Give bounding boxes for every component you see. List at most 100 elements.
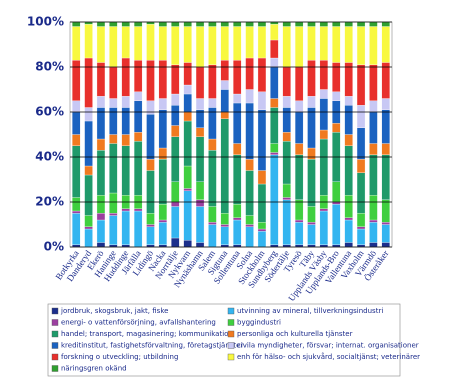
bar-segment	[208, 64, 217, 99]
legend-swatch	[51, 365, 59, 372]
legend-label: enh för hälso- och sjukvård, socialtjäns…	[237, 352, 420, 361]
bar-segment	[133, 21, 143, 27]
bar-segment	[84, 174, 93, 216]
bar-segment	[121, 57, 130, 97]
bar-segment	[158, 159, 168, 205]
bar-segment	[72, 100, 81, 113]
bar-segment	[245, 102, 254, 160]
bar-segment	[344, 134, 353, 146]
bar-segment	[332, 204, 341, 245]
bar-segment	[195, 26, 205, 68]
bar-segment	[245, 224, 254, 227]
bar-segment	[381, 21, 390, 27]
bar-segment	[294, 219, 304, 223]
y-tick-label: 80%	[35, 60, 64, 74]
bar-segment	[233, 217, 242, 221]
bar-segment	[121, 26, 130, 59]
bar-segment	[344, 219, 353, 243]
legend-label: jordbruk, skogsbruk, jakt, fiske	[60, 307, 168, 315]
legend-label: energi- o vattenförsörjning, avfallshant…	[61, 319, 216, 327]
bar-segment	[146, 213, 155, 225]
bar-segment	[183, 240, 192, 248]
bar-segment	[369, 242, 378, 248]
bar-segment	[307, 224, 316, 245]
bar-segment	[233, 219, 242, 245]
bar-segment	[381, 109, 390, 144]
bar-segment	[270, 143, 279, 153]
bar-segment	[356, 26, 366, 65]
bar-segment	[369, 219, 378, 223]
legend-swatch	[51, 353, 59, 361]
bar-segment	[158, 204, 168, 221]
bar-segment	[257, 228, 267, 232]
bar-segment	[158, 222, 168, 245]
bar-segment	[356, 105, 366, 128]
bar-segment	[158, 147, 168, 160]
bar-segment	[183, 62, 192, 86]
bar-segment	[158, 60, 168, 99]
bar-segment	[96, 219, 106, 243]
bar-segment	[257, 26, 267, 59]
bar-segment	[369, 26, 378, 65]
bar-segment	[332, 181, 341, 203]
y-tick-label: 40%	[35, 150, 64, 164]
bar-segment	[233, 60, 242, 95]
bar-segment	[208, 150, 217, 207]
bar-segment	[307, 206, 316, 223]
bar-segment	[282, 26, 291, 68]
legend-swatch	[227, 307, 235, 315]
bar-segment	[109, 66, 118, 99]
bar-segment	[270, 66, 279, 99]
bar-segment	[146, 226, 155, 245]
bar-segment	[294, 199, 304, 221]
bar-segment	[158, 109, 168, 149]
bar-segment	[257, 231, 267, 248]
legend-label: näringsgren okänd	[61, 365, 127, 373]
legend-swatch	[227, 342, 235, 349]
bar-segment	[220, 21, 229, 27]
bar-segment	[294, 143, 304, 155]
bar-segment	[171, 181, 180, 203]
bar-segment	[121, 21, 130, 27]
bar-segment	[369, 154, 378, 196]
bar-segment	[133, 100, 143, 133]
bar-segment	[146, 170, 155, 214]
legend-box	[47, 303, 401, 377]
bar-segment	[270, 57, 279, 68]
bar-segment	[356, 21, 366, 27]
bar-segment	[208, 98, 217, 108]
bar-segment	[344, 105, 353, 135]
bar-segment	[344, 21, 353, 27]
bar-segment	[121, 96, 130, 108]
bar-segment	[344, 217, 353, 221]
bar-segment	[319, 138, 329, 196]
bar-segment	[84, 107, 93, 122]
bar-segment	[344, 96, 353, 106]
bar-segment	[195, 199, 205, 207]
bar-segment	[220, 89, 229, 113]
bar-segment	[270, 24, 279, 41]
bar-segment	[369, 222, 378, 243]
bar-segment	[381, 199, 390, 223]
bar-segment	[183, 165, 192, 189]
bar-segment	[381, 154, 390, 200]
y-tick-label: 0%	[44, 240, 64, 254]
bar-segment	[233, 154, 242, 205]
bar-segment	[282, 21, 291, 27]
bar-segment	[282, 197, 291, 200]
bar-segment	[282, 183, 291, 198]
bar-segment	[195, 66, 205, 99]
bar-segment	[208, 26, 217, 65]
bar-segment	[133, 141, 143, 196]
y-tick-label: 100%	[27, 15, 64, 29]
bar-segment	[158, 98, 168, 110]
bar-segment	[220, 26, 229, 61]
bar-segment	[369, 64, 378, 101]
bar-segment	[195, 98, 205, 110]
bar-segment	[270, 152, 279, 155]
bar-segment	[208, 224, 217, 248]
bar-segment	[158, 21, 168, 27]
bar-segment	[307, 96, 316, 108]
legend-swatch	[227, 353, 235, 361]
